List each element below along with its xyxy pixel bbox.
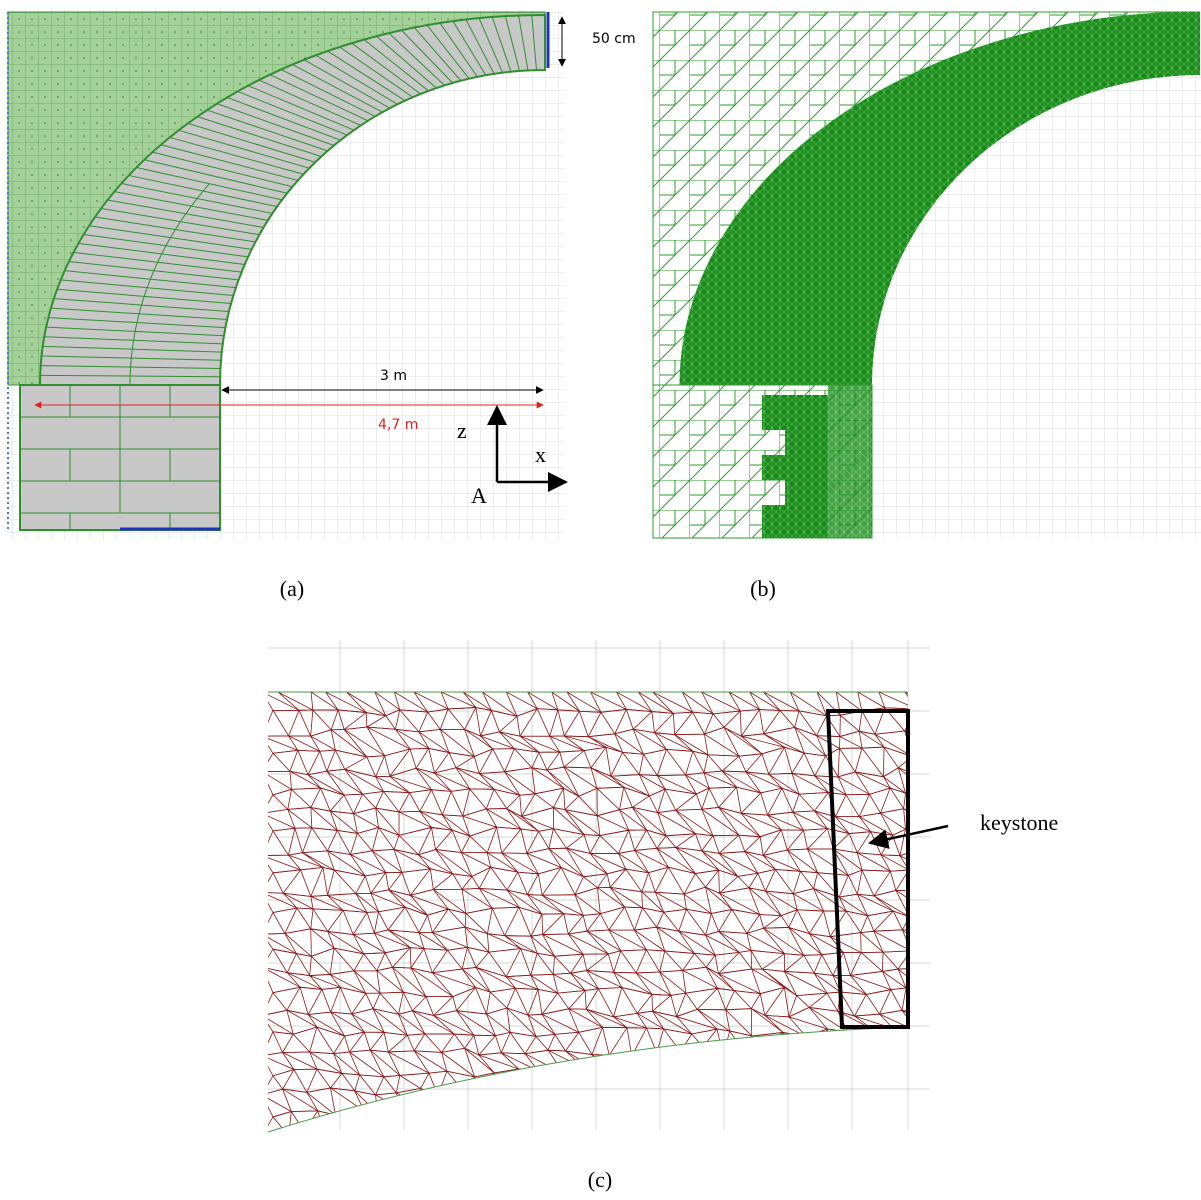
mesh-row bbox=[262, 1107, 977, 1137]
mesh-row bbox=[262, 727, 977, 757]
keystone-box bbox=[828, 711, 908, 1027]
axis-label: x bbox=[535, 442, 546, 467]
mesh-row bbox=[262, 867, 977, 897]
width-label: 4,7 m bbox=[378, 417, 418, 433]
mesh-row bbox=[262, 767, 977, 796]
mesh-row bbox=[262, 1027, 977, 1056]
span-label: 3 m bbox=[380, 368, 407, 384]
mesh-row bbox=[262, 927, 977, 956]
panel-label: (b) bbox=[750, 576, 776, 601]
keystone-label: keystone bbox=[980, 810, 1058, 835]
mesh-row bbox=[262, 987, 977, 1017]
panel-label: (c) bbox=[588, 1167, 612, 1192]
panel-c: keystone bbox=[262, 640, 1058, 1157]
mesh-row bbox=[262, 907, 977, 937]
mesh-row bbox=[262, 1087, 977, 1117]
panel-a: 50 cm 3 m 4,7 m z x A bbox=[5, 10, 636, 540]
dense-mesh bbox=[762, 395, 828, 538]
mesh-row bbox=[262, 1127, 977, 1156]
triangle-mesh bbox=[262, 692, 977, 1157]
mesh-row bbox=[262, 1067, 977, 1097]
panel-label: (a) bbox=[280, 576, 304, 601]
figure: 50 cm 3 m 4,7 m z x A (a) (b) keystone (… bbox=[0, 0, 1201, 1200]
point-label: A bbox=[471, 483, 487, 508]
mesh-row bbox=[262, 787, 977, 816]
mesh-row bbox=[262, 747, 977, 777]
mesh-row bbox=[262, 967, 977, 996]
axis-label: z bbox=[457, 418, 467, 443]
mesh-row bbox=[262, 1047, 977, 1077]
thickness-label: 50 cm bbox=[592, 31, 636, 47]
dense-mesh bbox=[828, 385, 872, 538]
panel-b bbox=[653, 12, 1201, 538]
